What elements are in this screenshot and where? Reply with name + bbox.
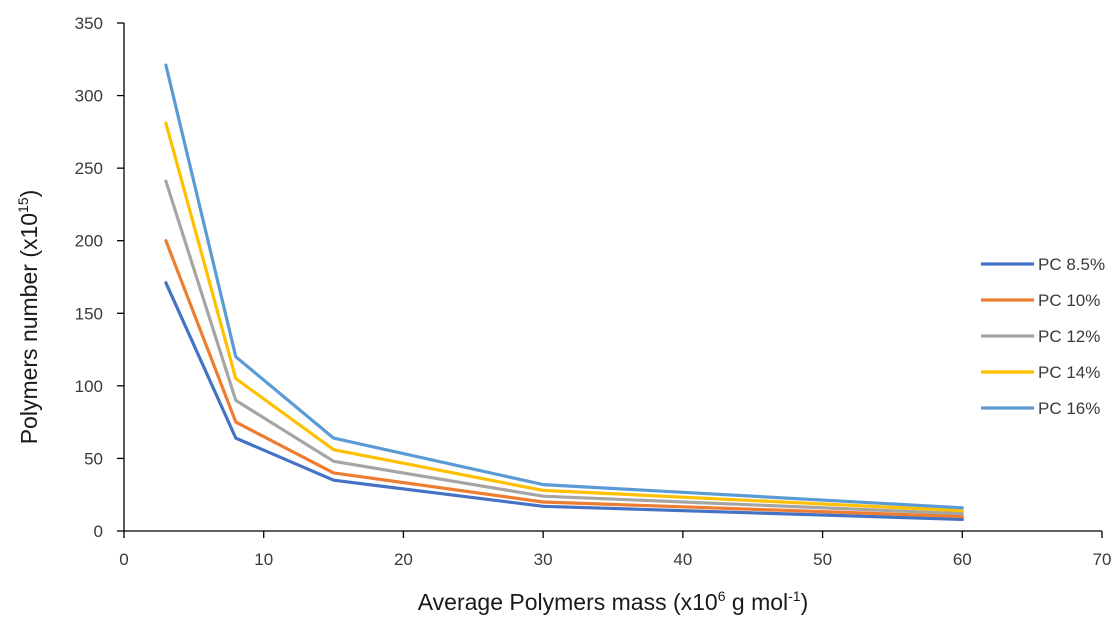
- legend-item: PC 16%: [981, 399, 1100, 418]
- legend: PC 8.5% PC 10% PC 12% PC 14% PC 16%: [981, 255, 1105, 418]
- legend-item: PC 14%: [981, 363, 1100, 382]
- x-tick-label: 40: [673, 550, 692, 569]
- x-tick-label: 20: [394, 550, 413, 569]
- series-line-5: [164, 63, 964, 510]
- y-tick-label: 350: [75, 14, 103, 33]
- x-tick-label: 60: [953, 550, 972, 569]
- legend-label: PC 8.5%: [1038, 255, 1105, 274]
- legend-label: PC 12%: [1038, 327, 1100, 346]
- series-lines: [164, 63, 964, 522]
- y-tick-label: 300: [75, 87, 103, 106]
- series-line-4: [164, 121, 964, 513]
- series-line-3: [164, 179, 964, 516]
- y-tick-label: 200: [75, 232, 103, 251]
- x-tick-label: 50: [813, 550, 832, 569]
- x-tick-label: 70: [1093, 550, 1112, 569]
- legend-item: PC 10%: [981, 291, 1100, 310]
- series-line-2: [164, 239, 964, 519]
- x-tick-label: 10: [254, 550, 273, 569]
- legend-label: PC 16%: [1038, 399, 1100, 418]
- y-tick-label: 250: [75, 159, 103, 178]
- legend-label: PC 10%: [1038, 291, 1100, 310]
- y-tick-label: 100: [75, 377, 103, 396]
- y-tick-label: 0: [94, 522, 103, 541]
- y-tick-label: 50: [84, 449, 103, 468]
- x-axis: 0 10 20 30 40 50 60 70: [119, 530, 1112, 569]
- series-line-1: [164, 281, 964, 522]
- x-tick-label: 0: [119, 550, 128, 569]
- y-axis-title: Polymers number (x1015): [15, 190, 42, 445]
- legend-item: PC 8.5%: [981, 255, 1105, 274]
- x-axis-title: Average Polymers mass (x106 g mol-1): [418, 588, 809, 615]
- legend-item: PC 12%: [981, 327, 1100, 346]
- y-axis: 0 50 100 150 200 250 300 350: [75, 14, 125, 541]
- x-tick-label: 30: [534, 550, 553, 569]
- legend-label: PC 14%: [1038, 363, 1100, 382]
- y-tick-label: 150: [75, 304, 103, 323]
